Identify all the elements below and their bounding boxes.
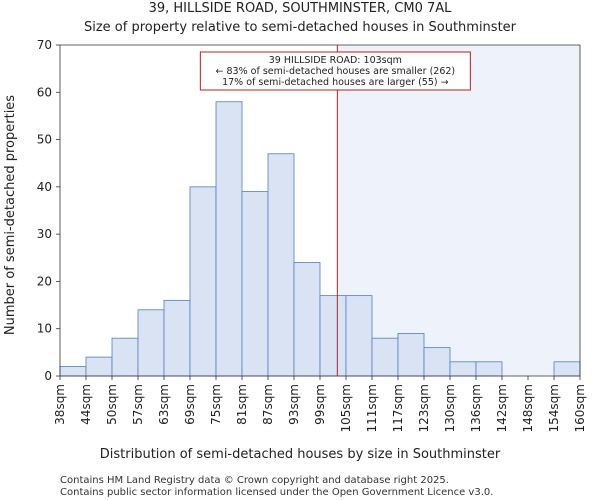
x-tick-label: 123sqm (417, 384, 431, 432)
x-tick-label: 50sqm (105, 384, 119, 425)
x-tick-label: 111sqm (365, 384, 379, 432)
annotation-box (199, 51, 471, 91)
x-tick-label: 93sqm (287, 384, 301, 425)
bar-44sqm (85, 356, 113, 377)
bar-111sqm (371, 337, 399, 377)
bar-93sqm (293, 262, 321, 377)
annotation-line-1: 39 HILLSIDE ROAD: 103sqm (269, 55, 402, 66)
bar-105sqm (345, 295, 373, 377)
y-tick-label: 70 (37, 38, 52, 52)
x-tick-label: 38sqm (53, 384, 67, 425)
bar-63sqm (163, 299, 191, 377)
x-tick-label: 99sqm (313, 384, 327, 425)
x-tick-label: 57sqm (131, 384, 145, 425)
bar-57sqm (137, 309, 165, 377)
bar-117sqm (397, 333, 425, 377)
y-tick-label: 40 (37, 180, 52, 194)
bar-81sqm (241, 191, 269, 377)
y-tick-label: 30 (37, 227, 52, 241)
x-tick-label: 117sqm (391, 384, 405, 432)
y-tick-label: 60 (37, 85, 52, 99)
y-tick-label: 20 (37, 274, 52, 288)
x-tick-label: 87sqm (261, 384, 275, 425)
annotation-line-3: 17% of semi-detached houses are larger (… (222, 77, 449, 88)
chart-subtitle: Size of property relative to semi-detach… (84, 20, 517, 35)
bar-87sqm (267, 153, 295, 377)
x-tick-label: 63sqm (157, 384, 171, 425)
x-tick-label: 136sqm (469, 384, 483, 432)
x-tick-label: 154sqm (547, 384, 561, 432)
x-tick-label: 160sqm (573, 384, 587, 432)
bar-99sqm (319, 295, 347, 377)
x-tick-label: 44sqm (79, 384, 93, 425)
x-tick-label: 69sqm (183, 384, 197, 425)
footer-line-1: Contains HM Land Registry data © Crown c… (60, 475, 449, 486)
x-tick-label: 130sqm (443, 384, 457, 432)
bar-123sqm (423, 347, 451, 377)
x-tick-label: 81sqm (235, 384, 249, 425)
x-tick-label: 105sqm (339, 384, 353, 432)
x-tick-label: 148sqm (521, 384, 535, 432)
x-axis-label: Distribution of semi-detached houses by … (100, 447, 501, 462)
y-tick-label: 10 (37, 322, 52, 336)
larger-region-highlight (337, 45, 580, 376)
footer-line-2: Contains public sector information licen… (60, 487, 493, 498)
bar-50sqm (111, 337, 139, 377)
bar-38sqm (59, 366, 87, 377)
y-axis-label: Number of semi-detached properties (3, 95, 18, 335)
bar-75sqm (215, 101, 243, 377)
x-tick-label: 142sqm (495, 384, 509, 432)
x-tick-label: 75sqm (209, 384, 223, 425)
bar-136sqm (475, 361, 503, 377)
y-tick-label: 50 (37, 133, 52, 147)
chart-title: 39, HILLSIDE ROAD, SOUTHMINSTER, CM0 7AL (149, 1, 453, 16)
bar-69sqm (189, 186, 217, 377)
y-tick-label: 0 (44, 369, 52, 383)
bar-154sqm (553, 361, 581, 377)
annotation-line-2: ← 83% of semi-detached houses are smalle… (216, 66, 456, 77)
bar-130sqm (449, 361, 477, 377)
